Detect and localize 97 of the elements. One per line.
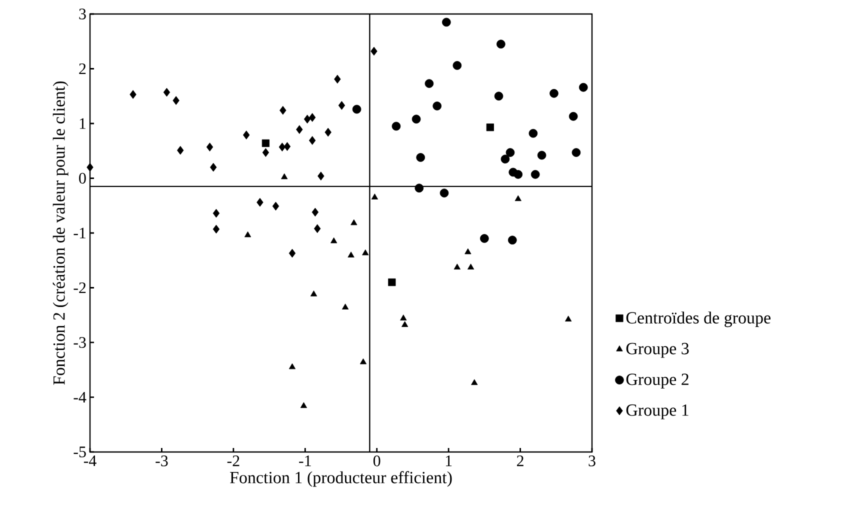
x-tick-label: 0: [373, 456, 380, 466]
point: [392, 122, 401, 131]
point: [308, 136, 316, 145]
point: [467, 264, 474, 270]
point: [360, 358, 367, 364]
point: [262, 139, 270, 148]
x-tick-label: -2: [227, 456, 240, 466]
point: [288, 248, 296, 258]
point: [212, 208, 220, 218]
point: [318, 172, 324, 180]
point: [370, 46, 378, 56]
point: [342, 304, 349, 310]
x-axis-title: Fonction 1 (producteur efficient): [230, 471, 452, 487]
y-tick-label: 1: [80, 118, 86, 129]
point: [272, 202, 280, 211]
point: [362, 249, 369, 256]
y-tick-label: -5: [74, 446, 86, 458]
point: [334, 74, 341, 84]
point: [442, 18, 451, 27]
point: [496, 40, 506, 49]
point: [177, 146, 184, 155]
point: [500, 154, 510, 164]
point: [400, 314, 407, 320]
point: [210, 162, 217, 172]
point: [288, 363, 296, 370]
point: [308, 113, 316, 122]
point: [452, 61, 462, 70]
point: [464, 248, 472, 254]
point: [454, 264, 460, 270]
point: [471, 379, 478, 385]
point: [262, 148, 270, 157]
point: [296, 125, 303, 134]
point: [572, 148, 581, 157]
point: [314, 224, 321, 234]
point: [212, 224, 220, 234]
point: [278, 142, 286, 152]
point: [530, 170, 540, 179]
y-tick-label: 3: [79, 8, 86, 20]
point: [206, 142, 214, 152]
y-tick-label: -4: [74, 392, 86, 402]
point: [528, 128, 538, 138]
point: [568, 112, 578, 121]
point: [480, 234, 489, 243]
point: [130, 90, 136, 99]
point: [578, 82, 588, 92]
point: [424, 79, 434, 88]
point: [300, 402, 308, 408]
point: [350, 219, 358, 226]
legend-label: Centroïdes de groupe: [626, 312, 770, 328]
point: [486, 124, 494, 132]
point: [352, 104, 362, 114]
x-tick-label: 3: [588, 456, 596, 466]
point: [440, 188, 449, 198]
y-axis-title: Fonction 2 (création de valeur pour le client): [52, 81, 68, 385]
point: [402, 321, 408, 327]
point: [324, 128, 332, 137]
x-tick-label: 1: [446, 456, 452, 466]
point: [312, 208, 319, 217]
y-tick-label: -1: [74, 228, 86, 238]
point: [508, 236, 517, 245]
point: [432, 102, 442, 110]
point: [514, 195, 522, 202]
point: [506, 148, 515, 157]
y-tick-label: -2: [74, 282, 86, 294]
point: [86, 162, 94, 172]
point: [348, 252, 354, 258]
x-tick-label: -3: [156, 456, 168, 466]
point: [565, 316, 572, 322]
point: [330, 237, 338, 244]
y-tick-label: 0: [79, 172, 86, 184]
point: [412, 114, 421, 124]
x-tick-label: -1: [299, 456, 311, 466]
legend-label: Groupe 3: [626, 342, 689, 358]
point: [256, 198, 264, 207]
point: [414, 184, 424, 192]
y-tick-label: 2: [79, 63, 86, 74]
y-tick-label: -3: [74, 337, 86, 348]
legend-label: Groupe 1: [626, 404, 688, 420]
point: [388, 278, 396, 286]
point: [304, 114, 311, 124]
point: [242, 130, 250, 140]
point: [537, 150, 546, 160]
point: [550, 88, 558, 98]
point: [310, 290, 318, 296]
point: [494, 92, 504, 101]
x-tick-label: 2: [516, 456, 524, 466]
point: [416, 153, 425, 162]
point: [284, 142, 291, 151]
point: [514, 170, 523, 179]
point: [281, 173, 288, 180]
point: [338, 101, 346, 110]
legend-label: Groupe 2: [626, 374, 688, 389]
point: [163, 88, 170, 97]
point: [371, 194, 378, 200]
point: [280, 106, 286, 115]
point: [244, 231, 252, 238]
point: [172, 96, 180, 105]
